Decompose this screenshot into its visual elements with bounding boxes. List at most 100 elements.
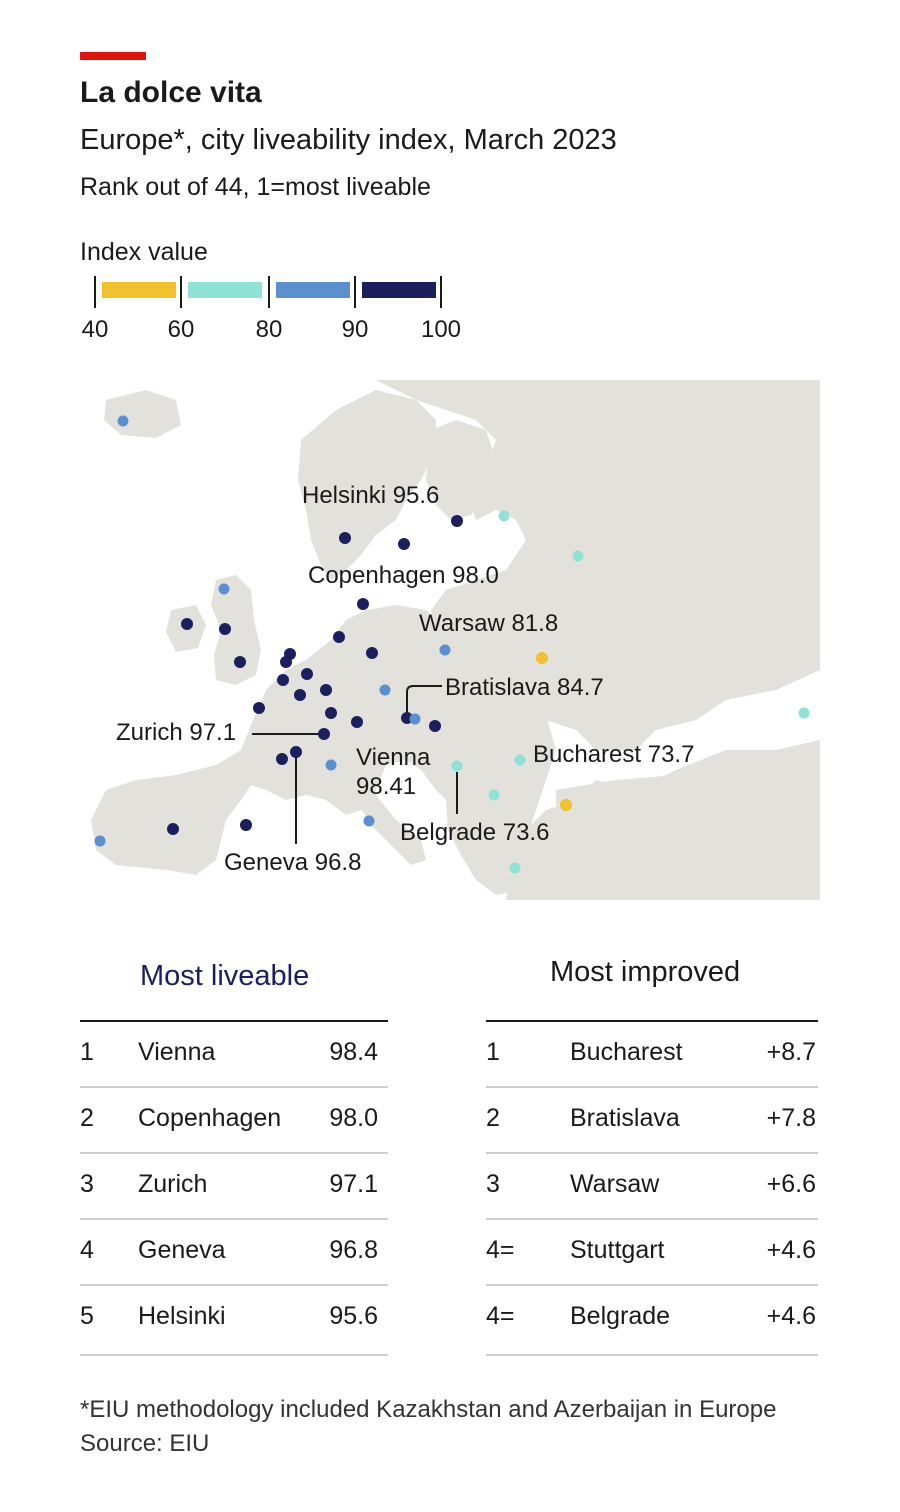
legend-tick (180, 276, 182, 308)
table-row: 2 Copenhagen 98.0 (80, 1086, 388, 1154)
land-scandinavia (298, 390, 436, 580)
table-row: 3 Warsaw +6.6 (486, 1152, 818, 1220)
table-row: 3 Zurich 97.1 (80, 1152, 388, 1220)
value-cell: 98.0 (329, 1104, 378, 1132)
city-dot-geneva (290, 746, 302, 758)
label-copenhagen: Copenhagen 98.0 (308, 562, 499, 589)
city-dot-rotterdam (280, 656, 292, 668)
city-cell: Zurich (138, 1170, 208, 1198)
value-cell: +8.7 (766, 1038, 816, 1066)
legend-tick (94, 276, 96, 308)
city-dot-baku (798, 707, 810, 719)
city-cell: Copenhagen (138, 1104, 282, 1132)
color-legend: 40 60 80 90 100 (80, 276, 480, 346)
label-bucharest: Bucharest 73.7 (533, 741, 694, 768)
legend-tick-label: 80 (255, 316, 283, 343)
legend-tick-label: 100 (420, 316, 462, 343)
land-finland (426, 420, 496, 520)
legend-tick-label: 60 (167, 316, 195, 343)
city-cell: Bucharest (570, 1038, 683, 1066)
label-bratislava: Bratislava 84.7 (445, 674, 604, 701)
label-warsaw: Warsaw 81.8 (419, 610, 558, 637)
table-row: 4= Stuttgart +4.6 (486, 1218, 818, 1286)
city-dot-warsaw (439, 644, 451, 656)
city-cell: Warsaw (570, 1170, 660, 1198)
city-dot-frankfurt (320, 684, 332, 696)
label-belgrade: Belgrade 73.6 (400, 819, 549, 846)
city-dot-manchester (219, 623, 231, 635)
city-dot-prague (379, 684, 391, 696)
table-row: 4 Geneva 96.8 (80, 1218, 388, 1286)
city-dot-belgrade (451, 760, 463, 772)
rank-cell: 3 (80, 1170, 94, 1198)
city-dot-london (234, 656, 246, 668)
most-improved-title: Most improved (550, 956, 741, 988)
city-dot-oslo (339, 532, 351, 544)
value-cell: +4.6 (766, 1302, 816, 1330)
table-row: 2 Bratislava +7.8 (486, 1086, 818, 1154)
city-dot-dublin (181, 618, 193, 630)
rank-cell: 4= (486, 1236, 515, 1264)
city-dot-berlin (366, 647, 378, 659)
city-dot-munich (351, 716, 363, 728)
land-continent (91, 605, 556, 880)
rank-cell: 4 (80, 1236, 94, 1264)
city-dot-luxembourg (294, 689, 306, 701)
chart-title: La dolce vita (80, 76, 262, 109)
land-great-britain (211, 575, 261, 685)
land-turkey (556, 775, 776, 835)
value-cell: +7.8 (766, 1104, 816, 1132)
city-dot-bratislava (409, 713, 421, 725)
city-dot-barcelona (240, 819, 252, 831)
source-note: Source: EIU (80, 1430, 210, 1457)
city-dot-st-petersburg (498, 510, 510, 522)
land-balkans (446, 800, 521, 895)
city-dot-zurich (318, 728, 330, 740)
value-cell: +4.6 (766, 1236, 816, 1264)
city-dot-budapest (429, 720, 441, 732)
land-italy (331, 750, 426, 865)
city-dot-edinburgh (218, 583, 230, 595)
rank-cell: 2 (80, 1104, 94, 1132)
footnote: *EIU methodology included Kazakhstan and… (80, 1396, 777, 1423)
legend-tick-label: 40 (81, 316, 109, 343)
europe-map: Helsinki 95.6 Copenhagen 98.0 Warsaw 81.… (76, 370, 820, 900)
city-dot-rome (363, 815, 375, 827)
value-cell: 97.1 (329, 1170, 378, 1198)
city-dot-stockholm (398, 538, 410, 550)
city-dot-dusseldorf (301, 668, 313, 680)
label-vienna-name: Vienna (356, 744, 431, 771)
city-dot-paris (253, 702, 265, 714)
table-row: 1 Bucharest +8.7 (486, 1020, 818, 1088)
accent-bar (80, 52, 146, 60)
value-cell: 98.4 (329, 1038, 378, 1066)
city-dots (94, 415, 810, 874)
rank-cell: 2 (486, 1104, 500, 1132)
value-cell: 96.8 (329, 1236, 378, 1264)
city-dot-athens (509, 862, 521, 874)
most-liveable-title: Most liveable (140, 960, 310, 992)
legend-swatch-60-80 (188, 282, 262, 298)
city-cell: Stuttgart (570, 1236, 665, 1264)
bratislava-leader-line (406, 685, 442, 713)
rank-cell: 1 (80, 1038, 94, 1066)
label-geneva: Geneva 96.8 (224, 849, 361, 876)
legend-title: Index value (80, 238, 208, 266)
legend-tick (354, 276, 356, 308)
table-row: 4= Belgrade +4.6 (486, 1284, 818, 1352)
city-cell: Belgrade (570, 1302, 671, 1330)
city-dot-istanbul (560, 799, 572, 811)
city-dot-kyiv (536, 652, 548, 664)
label-vienna-value: 98.41 (356, 773, 416, 800)
table-bottom-rule (486, 1354, 818, 1356)
table-bottom-rule (80, 1354, 388, 1356)
city-dot-hamburg (333, 631, 345, 643)
city-dot-helsinki (451, 515, 463, 527)
city-dot-brussels (277, 674, 289, 686)
rank-cell: 3 (486, 1170, 500, 1198)
rank-cell: 5 (80, 1302, 94, 1330)
land-east (376, 380, 820, 900)
map-svg: Helsinki 95.6 Copenhagen 98.0 Warsaw 81.… (76, 370, 820, 900)
legend-swatch-80-90 (276, 282, 350, 298)
city-dot-moscow (572, 550, 584, 562)
